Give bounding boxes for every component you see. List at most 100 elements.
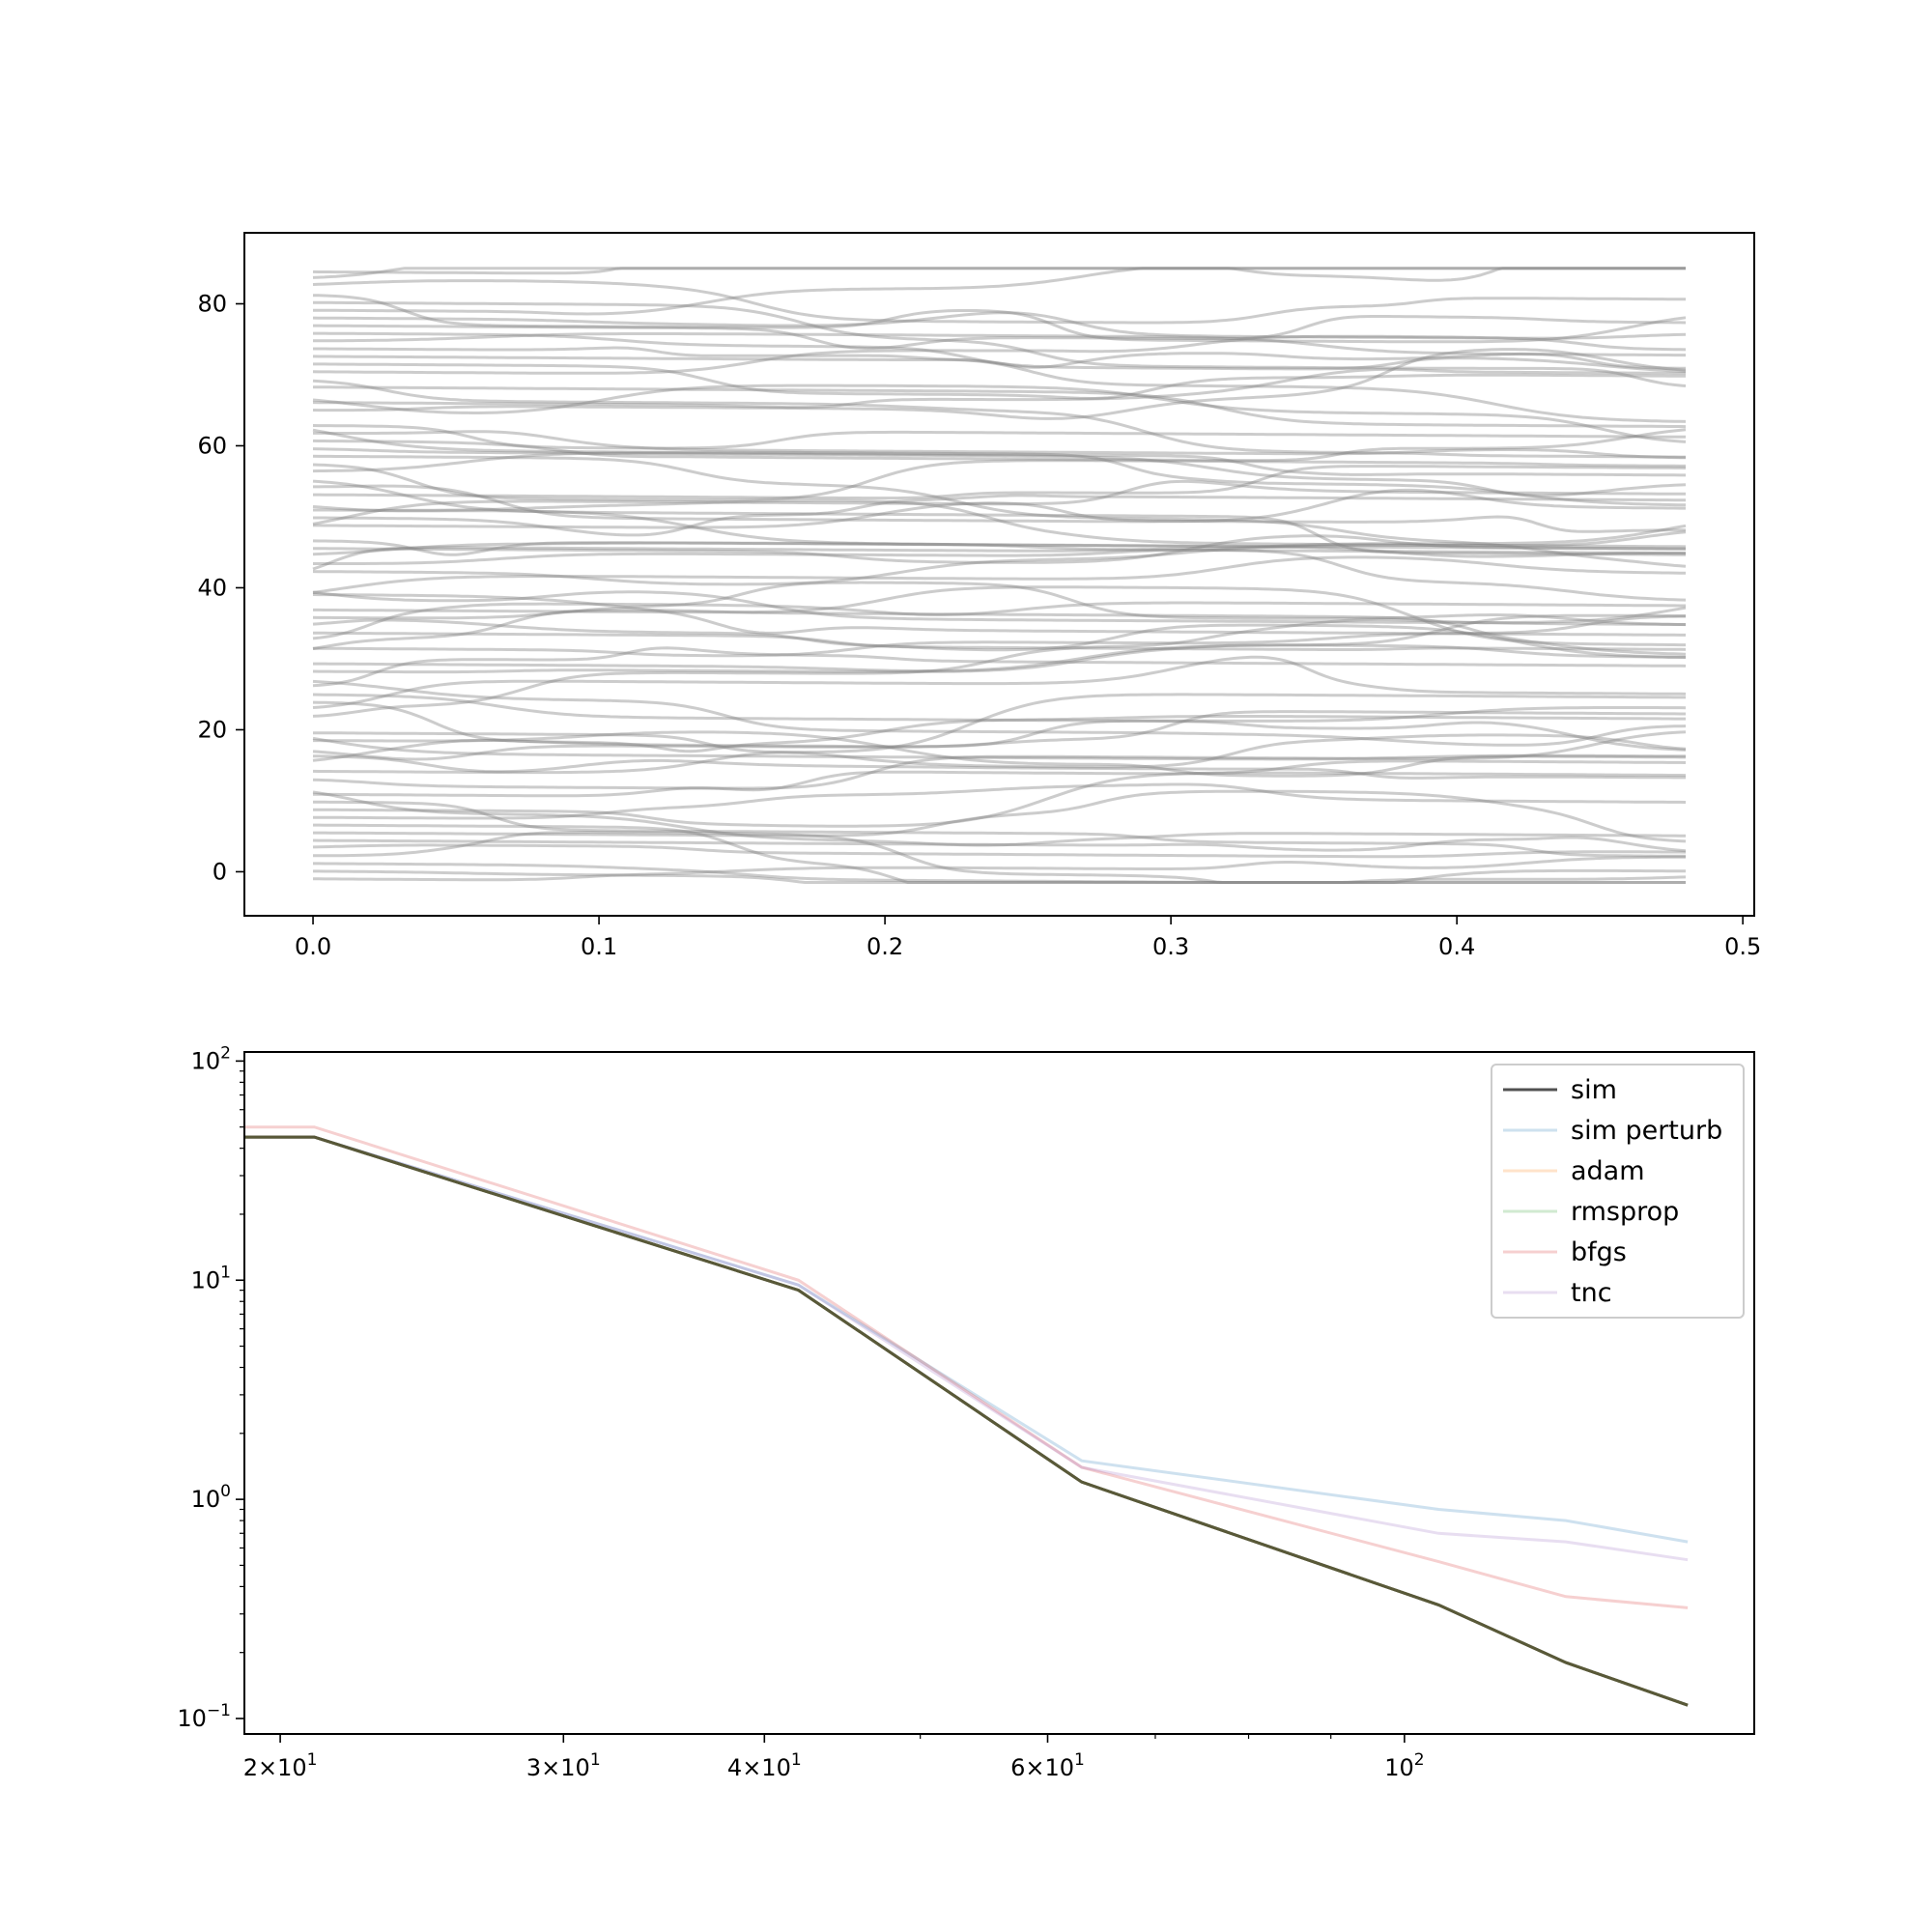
trajectory-line — [313, 823, 1687, 884]
trajectory-line — [312, 754, 1686, 780]
trajectory-line — [313, 730, 1686, 778]
convergence-plot: 2×101 3×101 4×101 6×101 102 10−1 100 101 102 si… — [177, 1043, 1755, 1781]
x-tick-label: 0.4 — [1438, 933, 1475, 960]
convergence-lines — [244, 1125, 1689, 1707]
trajectory-line — [312, 524, 1687, 571]
trajectory-line — [312, 479, 1686, 526]
trajectory-line — [312, 530, 1687, 586]
trajectory-line — [313, 332, 1686, 357]
trajectory-line — [312, 843, 1687, 859]
trajectory-line — [312, 384, 1687, 443]
series-line-sim-overlap — [244, 1135, 1689, 1707]
trajectory-line — [312, 710, 1686, 761]
trajectory-line — [312, 352, 1687, 370]
trajectory-line — [312, 451, 1686, 477]
trajectory-line — [312, 459, 1686, 501]
y-tick-label: 80 — [197, 290, 227, 317]
trajectory-line — [312, 590, 1687, 625]
trajectory-line — [312, 736, 1686, 761]
trajectory-line — [312, 655, 1687, 709]
x-tick-label: 2×101 — [243, 1750, 318, 1781]
trajectory-line — [313, 501, 1686, 533]
trajectory-line — [312, 555, 1686, 594]
trajectory-line — [312, 379, 1686, 459]
legend-label: adam — [1571, 1156, 1645, 1186]
legend-label: sim perturb — [1571, 1116, 1722, 1146]
trajectory-line — [312, 790, 1686, 847]
trajectory-line — [313, 613, 1686, 672]
trajectory-line — [312, 700, 1686, 753]
trajectory-line — [312, 539, 1686, 558]
trajectory-line — [313, 430, 1686, 460]
trajectory-line — [312, 581, 1687, 627]
legend-label: rmsprop — [1571, 1197, 1679, 1227]
legend-box — [1491, 1064, 1745, 1319]
trajectory-line — [313, 855, 1686, 882]
x-tick-label: 4×101 — [727, 1750, 802, 1781]
trajectory-line — [312, 593, 1686, 637]
trajectory-line — [312, 300, 1687, 387]
trajectory-line — [312, 479, 1686, 556]
x-tick-label: 3×101 — [526, 1750, 601, 1781]
y-tick-label: 101 — [191, 1263, 231, 1293]
x-tick-label: 0.5 — [1724, 933, 1761, 960]
trajectory-line — [313, 585, 1686, 647]
y-tick-label: 100 — [191, 1482, 231, 1513]
trajectory-line — [312, 294, 1687, 344]
trajectory-line — [313, 631, 1687, 651]
trajectory-line — [312, 424, 1686, 450]
trajectory-line — [312, 279, 1687, 325]
x-tick-label: 0.0 — [295, 933, 331, 960]
trajectory-line — [312, 679, 1687, 747]
trajectory-line — [313, 346, 1687, 423]
trajectory-line — [312, 541, 1687, 556]
trajectory-x-axis: 0.0 0.1 0.2 0.3 0.4 0.5 — [295, 916, 1761, 960]
trajectory-line — [313, 465, 1687, 500]
trajectory-line — [313, 548, 1687, 602]
trajectory-line — [312, 267, 1686, 279]
trajectory-line — [313, 771, 1687, 828]
y-tick-label: 60 — [197, 432, 227, 459]
x-tick-label: 0.1 — [581, 933, 617, 960]
trajectory-line — [312, 447, 1687, 497]
trajectory-line — [312, 505, 1686, 551]
trajectory-line — [312, 609, 1687, 656]
trajectory-line — [313, 494, 1687, 537]
y-tick-label: 40 — [197, 574, 227, 601]
trajectory-line — [313, 498, 1687, 549]
trajectory-line — [312, 800, 1686, 858]
legend: sim sim perturb adam rmsprop bfgs tnc — [1491, 1064, 1745, 1319]
trajectory-line — [313, 315, 1687, 351]
trajectory-line — [312, 643, 1686, 674]
trajectory-line — [313, 862, 1686, 884]
trajectory-line — [312, 385, 1687, 429]
trajectory-y-axis: 0 20 40 60 80 — [197, 290, 244, 885]
series-line-bfgs — [244, 1125, 1689, 1609]
y-tick-label: 10−1 — [177, 1701, 231, 1732]
legend-label: sim — [1571, 1075, 1617, 1105]
trajectory-line — [312, 367, 1686, 410]
trajectory-line — [313, 267, 1686, 316]
trajectory-line — [312, 334, 1687, 375]
trajectory-plot: 0.0 0.1 0.2 0.3 0.4 0.5 0 20 40 60 80 — [197, 232, 1761, 960]
x-tick-label: 0.2 — [867, 933, 903, 960]
trajectory-line — [313, 782, 1687, 820]
trajectory-line — [312, 601, 1686, 640]
x-tick-label: 102 — [1384, 1750, 1424, 1781]
trajectory-line — [312, 428, 1687, 507]
trajectory-line — [312, 618, 1687, 659]
trajectory-line — [313, 331, 1687, 374]
trajectory-line — [312, 730, 1687, 790]
trajectory-line — [313, 484, 1686, 524]
trajectory-line — [313, 759, 1687, 798]
convergence-y-axis: 10−1 100 101 102 — [177, 1043, 244, 1732]
trajectory-line — [312, 646, 1687, 688]
trajectory-line — [313, 831, 1686, 884]
convergence-x-axis: 2×101 3×101 4×101 6×101 102 — [243, 1734, 1425, 1781]
trajectory-line — [312, 693, 1687, 752]
y-tick-label: 20 — [197, 716, 227, 743]
trajectory-line — [312, 454, 1687, 568]
trajectory-line — [312, 617, 1686, 718]
